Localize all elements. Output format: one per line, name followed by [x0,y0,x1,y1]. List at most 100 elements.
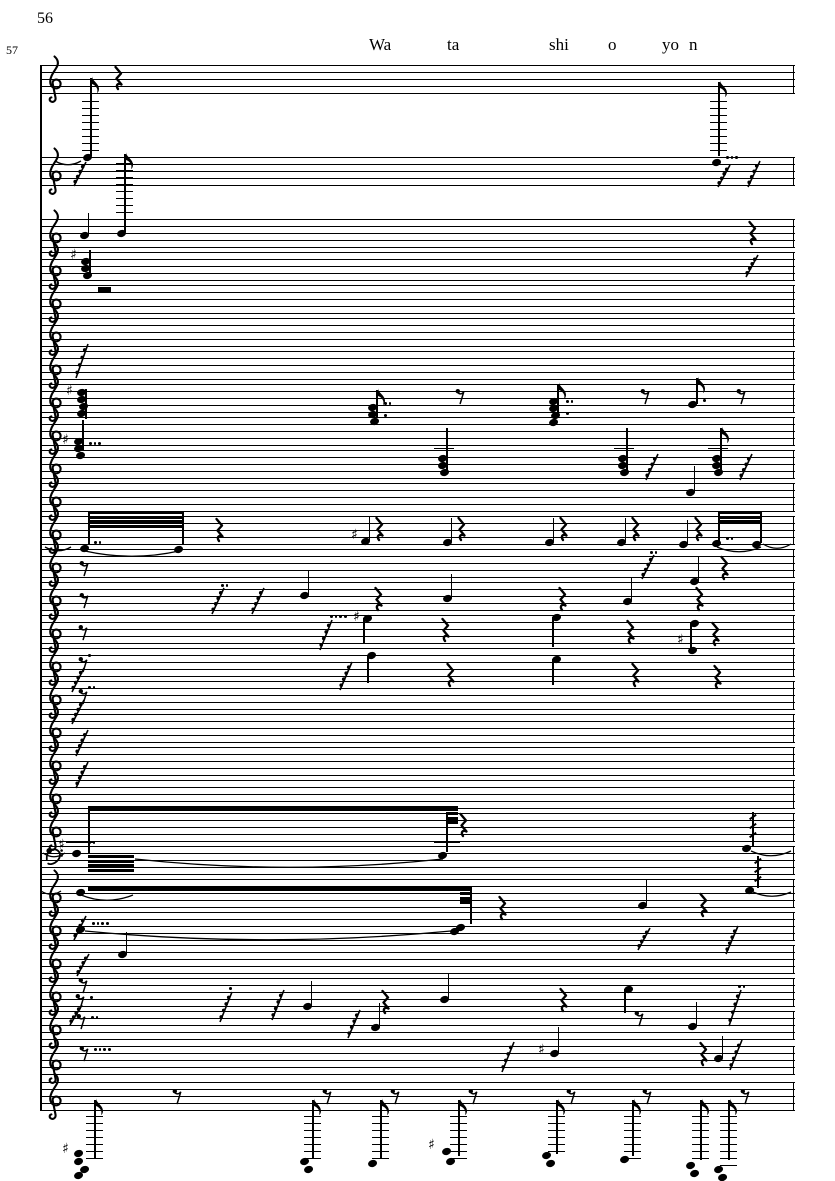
barline-right [793,516,795,545]
beam [88,806,458,811]
dot [229,987,232,990]
lyric-syllable: yo [662,35,679,54]
tremolo-run-icon [728,1038,744,1072]
staff-line [40,714,795,715]
eighth-rest-icon [736,388,746,405]
dot [98,541,102,544]
treble-clef-icon [42,341,66,389]
note-stem [90,78,92,156]
note-stem [557,384,559,412]
dot [105,922,109,925]
sharp-icon: ♯ [62,1141,69,1157]
staff-line [40,655,795,656]
note-head [299,1156,310,1166]
slur [750,850,792,862]
staff-line [40,999,795,1000]
staff-line [40,721,795,722]
slur [54,160,82,170]
staff-line [40,306,795,307]
staff-line [40,787,795,788]
ledger-line [116,198,133,200]
tremolo-beam [446,816,458,820]
staff-line [40,457,795,458]
note-head [619,467,630,477]
tremolo-beam [88,524,184,528]
staff-line [40,676,795,677]
staff-line [40,511,795,512]
note-head [619,1154,630,1164]
augmentation-dots [384,414,389,417]
ledger-line [116,177,133,179]
staff-line [40,827,795,828]
sharp-icon: ♯ [353,609,360,625]
note-head [73,1170,84,1180]
note-stem [697,557,700,581]
staff-line [40,596,795,597]
staff-line [40,259,795,260]
barline-right [793,912,795,941]
dot [330,615,333,618]
ledger-line [450,1130,467,1132]
note-stem [446,428,448,470]
quarter-rest-icon [374,516,385,542]
ledger-line [450,1158,467,1160]
dot [566,400,569,403]
staff-line [40,1074,795,1075]
staff-line [40,379,795,380]
ledger-line [720,1151,737,1153]
eighth-rest-icon [566,1088,576,1105]
treble-clef-icon [42,1001,66,1049]
ledger-line [116,184,133,186]
lyric-syllable: o [608,35,617,54]
ledger-line [548,1123,565,1125]
slur [42,852,66,862]
staff-line [40,226,795,227]
eighth-rest-icon [640,388,650,405]
ledger-line [86,1123,103,1125]
barline-right [793,846,795,875]
ledger-line [708,448,728,450]
dot [726,156,729,159]
staff-line [40,164,795,165]
tremolo-run-icon [727,988,743,1028]
staff-line [40,820,795,821]
lyric-syllable: ta [447,35,460,54]
sharp-icon: ♯ [428,1137,435,1153]
ledger-line [86,1116,103,1118]
quarter-rest-icon [719,555,730,581]
note-stem [718,514,720,542]
eighth-rest-icon [78,688,88,705]
note-head [541,1150,552,1160]
ledger-line [720,1123,737,1125]
tremolo-run-icon [72,914,88,942]
quarter-rest-icon [698,892,709,918]
staff-line [40,478,795,479]
quarter-rest-icon [380,989,391,1015]
dot [98,1048,102,1051]
staff-line [40,966,795,967]
note-stem [552,617,554,647]
ledger-line [372,1123,389,1125]
measure-number-56: 56 [37,10,53,27]
note-stem [88,514,90,544]
slur [134,858,444,877]
lyric-syllable: shi [549,35,569,54]
beam [88,886,470,891]
barline-right [793,945,795,974]
note-flag-icon [697,376,707,393]
barline-right [793,714,795,743]
quarter-rest-icon [373,586,384,612]
note-flag-icon [729,1098,739,1115]
tremolo-beam [88,511,184,515]
staff-line [40,775,795,776]
staff-line [40,1089,795,1090]
note-stem [556,1100,558,1154]
ledger-line [82,143,99,145]
staff-line [40,339,795,340]
staff-line [40,544,795,545]
note-flag-icon [633,1098,643,1115]
staff-line [40,978,795,979]
staff-line [40,313,795,314]
augmentation-dots [88,841,97,844]
eighth-rest-icon [390,1088,400,1105]
